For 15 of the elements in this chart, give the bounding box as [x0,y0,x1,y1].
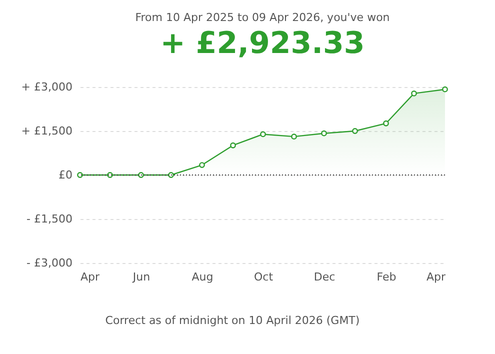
y-tick-label: £0 [58,168,72,182]
x-tick-label: Apr [426,270,446,284]
chart-title: From 10 Apr 2025 to 09 Apr 2026, you've won [135,11,390,24]
y-tick-label: - £1,500 [26,212,72,226]
x-tick-label: Aug [192,270,214,284]
x-tick-label: Dec [314,270,336,284]
x-tick-label: Jun [132,270,150,284]
x-tick-label: Feb [376,270,396,284]
y-tick-label: + £1,500 [21,124,72,138]
chart-subtitle: + £2,923.33 [160,26,365,61]
x-tick-label: Oct [254,270,274,284]
text: Correct as of midnight on 10 April 2026 (GMT) [105,314,360,327]
y-tick-label: - £3,000 [26,256,72,270]
y-tick-label: + £3,000 [21,80,72,94]
x-tick-label: Apr [80,270,100,284]
